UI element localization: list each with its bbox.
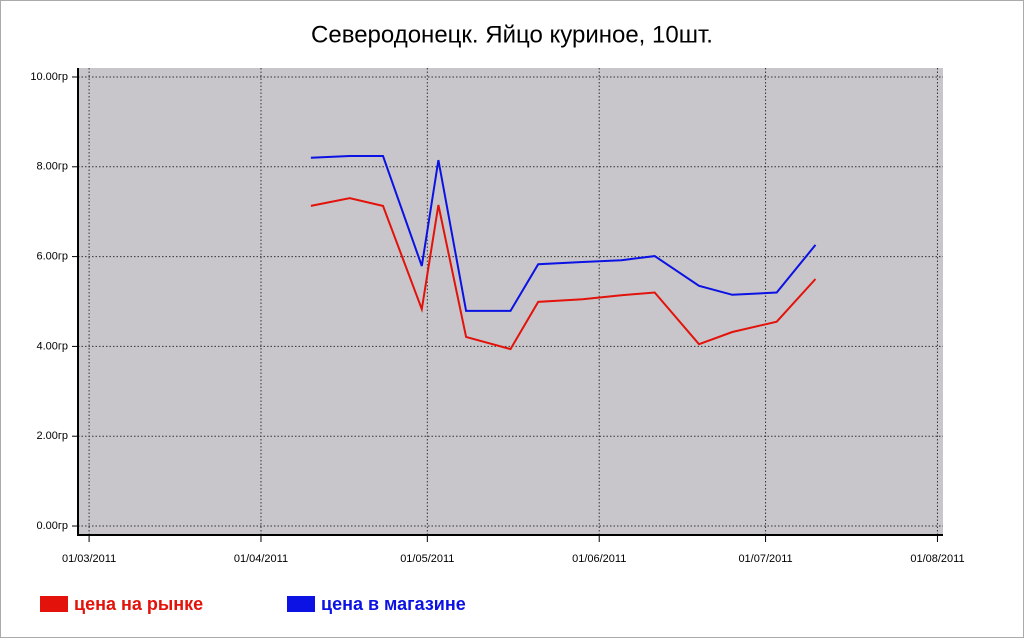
plot-area <box>78 68 943 535</box>
x-tick-label: 01/07/2011 <box>738 553 792 565</box>
x-tick-label: 01/08/2011 <box>910 553 964 565</box>
x-tick-label: 01/04/2011 <box>234 553 288 565</box>
legend-swatch <box>287 596 315 612</box>
y-tick-label: 2.00гр <box>36 430 68 442</box>
y-tick-label: 4.00гр <box>36 340 68 352</box>
y-tick-label: 8.00гр <box>36 161 68 173</box>
legend-label: цена на рынке <box>74 594 203 614</box>
x-tick-label: 01/03/2011 <box>62 553 116 565</box>
y-tick-label: 10.00гр <box>30 71 68 83</box>
chart-title: Северодонецк. Яйцо куриное, 10шт. <box>311 21 713 48</box>
y-tick-label: 0.00гр <box>36 520 68 532</box>
legend-swatch <box>40 596 68 612</box>
legend-label: цена в магазине <box>321 594 466 614</box>
x-tick-label: 01/06/2011 <box>572 553 626 565</box>
series-line <box>310 197 817 351</box>
series-line <box>310 155 817 312</box>
x-tick-label: 01/05/2011 <box>400 553 454 565</box>
y-tick-label: 6.00гр <box>36 251 68 263</box>
